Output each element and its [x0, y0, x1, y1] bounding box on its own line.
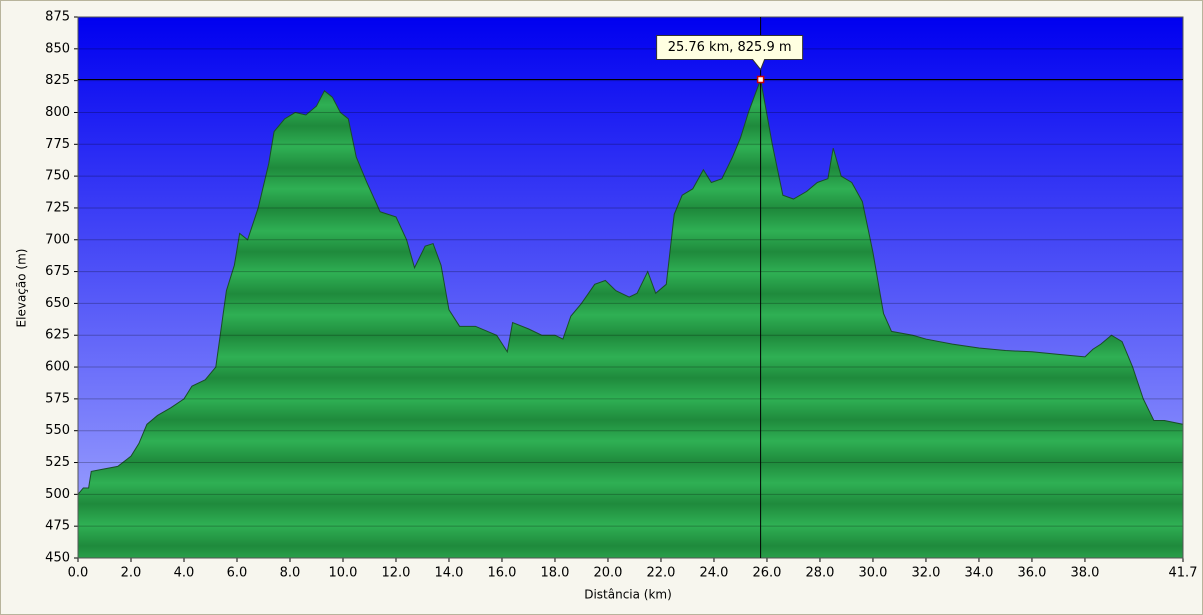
- y-tick-label: 575: [45, 391, 70, 406]
- y-tick-label: 500: [45, 487, 70, 502]
- x-tick-label: 34.0: [964, 566, 993, 581]
- y-tick-label: 625: [45, 328, 70, 343]
- x-axis-title: Distância (km): [584, 588, 672, 602]
- y-tick-label: 650: [45, 296, 70, 311]
- tooltip-label: 25.76 km, 825.9 m: [668, 40, 792, 55]
- plot-border: [77, 16, 1184, 559]
- x-tick-label: 16.0: [488, 566, 517, 581]
- x-tick-label: 28.0: [805, 566, 834, 581]
- x-tick-label: 12.0: [382, 566, 411, 581]
- y-tick-label: 775: [45, 137, 70, 152]
- x-tick-label: 22.0: [646, 566, 675, 581]
- y-tick-label: 700: [45, 232, 70, 247]
- y-tick-label: 875: [45, 10, 70, 25]
- y-tick-label: 750: [45, 169, 70, 184]
- x-tick-label: 26.0: [752, 566, 781, 581]
- x-tick-label: 30.0: [858, 566, 887, 581]
- x-tick-label: 6.0: [227, 566, 248, 581]
- tooltip-box: [656, 35, 804, 71]
- x-tick-label: 2.0: [121, 566, 142, 581]
- x-tick-label: 38.0: [1070, 566, 1099, 581]
- x-tick-label: 0.0: [68, 566, 89, 581]
- elevation-area: [77, 77, 1184, 559]
- y-tick-label: 850: [45, 41, 70, 56]
- x-tick-label: 18.0: [541, 566, 570, 581]
- y-tick-label: 600: [45, 360, 70, 375]
- y-tick-label: 475: [45, 519, 70, 534]
- x-tick-label: 24.0: [699, 566, 728, 581]
- y-axis-title: Elevação (m): [15, 249, 29, 328]
- y-tick-label: 725: [45, 200, 70, 215]
- x-tick-label: 4.0: [174, 566, 195, 581]
- x-tick-label: 32.0: [911, 566, 940, 581]
- y-tick-label: 450: [45, 551, 70, 566]
- y-tick-label: 550: [45, 423, 70, 438]
- y-tick-label: 525: [45, 455, 70, 470]
- y-tick-label: 675: [45, 264, 70, 279]
- x-tick-label: 14.0: [435, 566, 464, 581]
- x-tick-label: 20.0: [593, 566, 622, 581]
- x-tick-label: 10.0: [329, 566, 358, 581]
- y-tick-label: 800: [45, 105, 70, 120]
- x-tick-label: 36.0: [1017, 566, 1046, 581]
- cursor-marker: [756, 75, 765, 84]
- x-tick-label: 8.0: [280, 566, 301, 581]
- x-tick-label: 41.7: [1169, 566, 1198, 581]
- y-tick-label: 825: [45, 73, 70, 88]
